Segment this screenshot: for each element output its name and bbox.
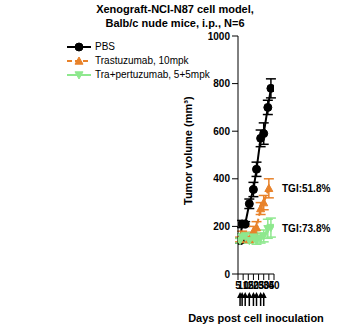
svg-text:600: 600 (213, 126, 230, 137)
html-text:Trastuzumab, 10mpk: Trastuzumab, 10mpk (95, 55, 189, 66)
svg-text:1000: 1000 (208, 32, 231, 42)
svg-text:200: 200 (213, 221, 230, 232)
svg-text:40: 40 (268, 280, 280, 291)
svg-text:400: 400 (213, 173, 230, 184)
html-text:Xenograft-NCI-N87 cell model,: Xenograft-NCI-N87 cell model, (96, 3, 254, 15)
svg-text:0: 0 (224, 269, 230, 280)
html-text:PBS: PBS (95, 41, 115, 52)
svg-text:TGI:51.8%: TGI:51.8% (282, 183, 330, 194)
html-text:Tra+pertuzumab, 5+5mpk: Tra+pertuzumab, 5+5mpk (95, 69, 210, 80)
html-text:Balb/c nude mice, i.p., N=6: Balb/c nude mice, i.p., N=6 (105, 17, 245, 29)
svg-text:Days post cell inoculation: Days post cell inoculation (188, 312, 324, 324)
svg-text:Tumor volume (mm³): Tumor volume (mm³) (182, 96, 194, 205)
svg-text:800: 800 (213, 78, 230, 89)
svg-text:TGI:73.8%: TGI:73.8% (282, 223, 330, 234)
